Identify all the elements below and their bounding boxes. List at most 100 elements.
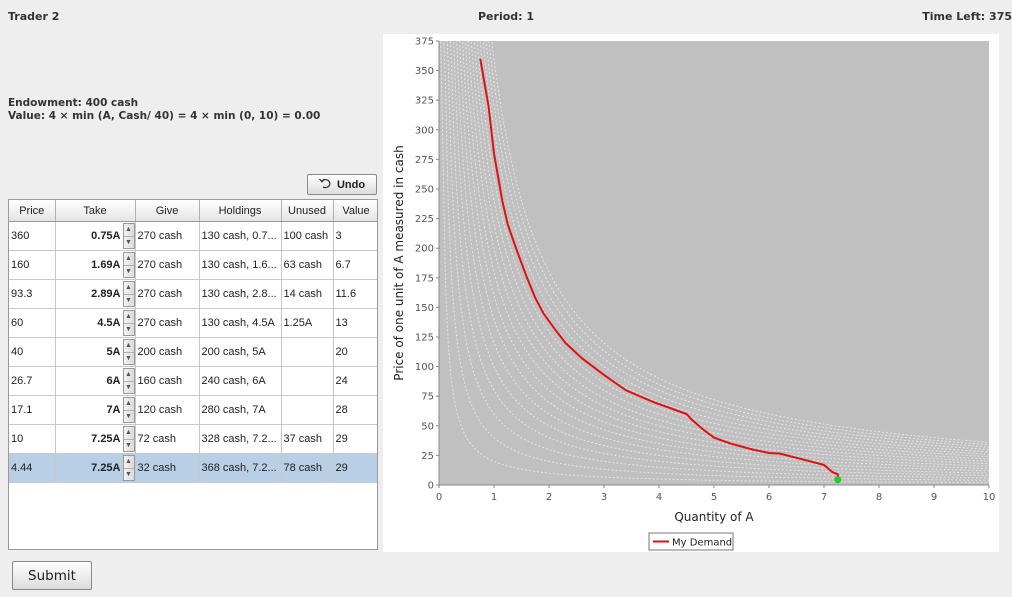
spinner-down-icon[interactable]: ▼ <box>125 470 132 478</box>
spinner-up-icon[interactable]: ▲ <box>123 224 134 237</box>
spinner-up-icon[interactable]: ▲ <box>123 253 134 266</box>
table-row[interactable]: 10 7.25A ▲ ▼ 72 cash 328 cash, 7.2... 37 cash 2… <box>9 424 377 454</box>
take-spinner[interactable]: ▲ ▼ <box>122 339 134 365</box>
period-label: Period: 1 <box>478 10 535 23</box>
column-header[interactable]: Price <box>9 200 56 222</box>
x-axis-label: Quantity of A <box>674 510 754 524</box>
endowment-text: Endowment: 400 cash <box>8 97 139 109</box>
spinner-down-icon[interactable]: ▼ <box>125 441 132 449</box>
submit-button[interactable]: Submit <box>12 561 92 590</box>
spinner-down-icon[interactable]: ▼ <box>125 296 132 304</box>
x-tick-label: 8 <box>876 492 882 503</box>
spinner-up-icon[interactable]: ▲ <box>123 369 134 382</box>
y-tick-label: 150 <box>415 303 434 314</box>
take-spinner[interactable]: ▲ ▼ <box>122 368 134 394</box>
x-tick-label: 9 <box>931 492 937 503</box>
table-row[interactable]: 17.1 7A ▲ ▼ 120 cash 280 cash, 7A 28 <box>9 395 377 425</box>
take-spinner[interactable]: ▲ ▼ <box>122 310 134 336</box>
spinner-up-icon[interactable]: ▲ <box>123 427 134 440</box>
take-cell[interactable]: 2.89A ▲ ▼ <box>55 279 136 309</box>
unused-cell: 78 cash <box>281 453 334 483</box>
spinner-up-icon[interactable]: ▲ <box>123 282 134 295</box>
take-cell[interactable]: 5A ▲ ▼ <box>55 337 136 367</box>
legend-box <box>648 532 734 551</box>
take-cell[interactable]: 1.69A ▲ ▼ <box>55 250 136 280</box>
unused-cell <box>281 395 334 425</box>
price-cell: 360 <box>9 221 56 251</box>
legend-label: My Demand <box>672 538 732 549</box>
indifference-curve <box>446 41 989 479</box>
indifference-curve <box>449 41 989 476</box>
give-cell: 270 cash <box>135 221 200 251</box>
table-row[interactable]: 40 5A ▲ ▼ 200 cash 200 cash, 5A 20 <box>9 337 377 367</box>
take-spinner[interactable]: ▲ ▼ <box>122 223 134 249</box>
spinner-down-icon[interactable]: ▼ <box>125 238 132 246</box>
table-row[interactable]: 93.3 2.89A ▲ ▼ 270 cash 130 cash, 2.8... 14 ca… <box>9 279 377 309</box>
table-row[interactable]: 60 4.5A ▲ ▼ 270 cash 130 cash, 4.5A 1.25A 13 <box>9 308 377 338</box>
take-value[interactable]: 0.75A <box>91 230 121 242</box>
table-row[interactable]: 26.7 6A ▲ ▼ 160 cash 240 cash, 6A 24 <box>9 366 377 396</box>
take-value[interactable]: 5A <box>106 346 121 358</box>
unused-cell <box>281 366 334 396</box>
spinner-up-icon[interactable]: ▲ <box>123 311 134 324</box>
time-left-label: Time Left: 375 <box>922 10 1012 23</box>
give-cell: 270 cash <box>135 250 200 280</box>
take-spinner[interactable]: ▲ ▼ <box>122 455 134 481</box>
spinner-down-icon[interactable]: ▼ <box>125 267 132 275</box>
column-header[interactable]: Unused <box>281 200 334 222</box>
x-tick-label: 4 <box>656 492 662 503</box>
column-header[interactable]: Value <box>333 200 377 222</box>
y-tick-label: 275 <box>415 155 434 166</box>
indifference-curve <box>459 41 989 469</box>
price-cell: 10 <box>9 424 56 454</box>
take-value[interactable]: 7.25A <box>91 433 121 445</box>
take-value[interactable]: 7A <box>106 404 121 416</box>
column-header[interactable]: Give <box>135 200 200 222</box>
indifference-curve <box>462 41 989 467</box>
column-header[interactable]: Holdings <box>199 200 282 222</box>
spinner-down-icon[interactable]: ▼ <box>125 383 132 391</box>
undo-button[interactable]: Undo <box>307 174 377 195</box>
spinner-down-icon[interactable]: ▼ <box>125 412 132 420</box>
holdings-cell: 280 cash, 7A <box>199 395 282 425</box>
trade-table: Price Take Give Holdings Unused Value 36… <box>8 199 378 550</box>
spinner-up-icon[interactable]: ▲ <box>123 456 134 469</box>
spinner-down-icon[interactable]: ▼ <box>125 354 132 362</box>
take-cell[interactable]: 4.5A ▲ ▼ <box>55 308 136 338</box>
take-cell[interactable]: 7.25A ▲ ▼ <box>55 424 136 454</box>
take-spinner[interactable]: ▲ ▼ <box>122 397 134 423</box>
take-cell[interactable]: 6A ▲ ▼ <box>55 366 136 396</box>
unused-cell: 14 cash <box>281 279 334 309</box>
indifference-curve <box>482 41 989 450</box>
x-tick-label: 5 <box>711 492 717 503</box>
y-tick-label: 225 <box>415 214 434 225</box>
status-bar: Trader 2 Period: 1 Time Left: 375 <box>0 0 1012 34</box>
give-cell: 200 cash <box>135 337 200 367</box>
take-value[interactable]: 4.5A <box>97 317 121 329</box>
take-spinner[interactable]: ▲ ▼ <box>122 281 134 307</box>
indifference-curve <box>440 41 989 484</box>
take-value[interactable]: 6A <box>106 375 121 387</box>
holdings-cell: 130 cash, 2.8... <box>199 279 282 309</box>
take-cell[interactable]: 7A ▲ ▼ <box>55 395 136 425</box>
take-value[interactable]: 1.69A <box>91 259 121 271</box>
table-row[interactable]: 4.44 7.25A ▲ ▼ 32 cash 368 cash, 7.2... 78 cas… <box>9 453 377 483</box>
demand-chart: 0 1 2 3 4 5 6 7 8 9 10 0 25 50 75 100 125 150 175 200 225 250… <box>383 34 999 552</box>
table-row[interactable]: 160 1.69A ▲ ▼ 270 cash 130 cash, 1.6... 63 cas… <box>9 250 377 280</box>
holdings-cell: 130 cash, 1.6... <box>199 250 282 280</box>
take-spinner[interactable]: ▲ ▼ <box>122 426 134 452</box>
take-value[interactable]: 7.25A <box>91 462 121 474</box>
take-value[interactable]: 2.89A <box>91 288 121 300</box>
holdings-cell: 130 cash, 4.5A <box>199 308 282 338</box>
column-header[interactable]: Take <box>55 200 136 222</box>
y-tick-label: 100 <box>415 362 434 373</box>
table-row[interactable]: 360 0.75A ▲ ▼ 270 cash 130 cash, 0.7... 100 ca… <box>9 221 377 251</box>
take-cell[interactable]: 7.25A ▲ ▼ <box>55 453 136 483</box>
spinner-up-icon[interactable]: ▲ <box>123 340 134 353</box>
spinner-down-icon[interactable]: ▼ <box>125 325 132 333</box>
take-spinner[interactable]: ▲ ▼ <box>122 252 134 278</box>
take-cell[interactable]: 0.75A ▲ ▼ <box>55 221 136 251</box>
spinner-up-icon[interactable]: ▲ <box>123 398 134 411</box>
value-cell: 24 <box>333 366 377 396</box>
